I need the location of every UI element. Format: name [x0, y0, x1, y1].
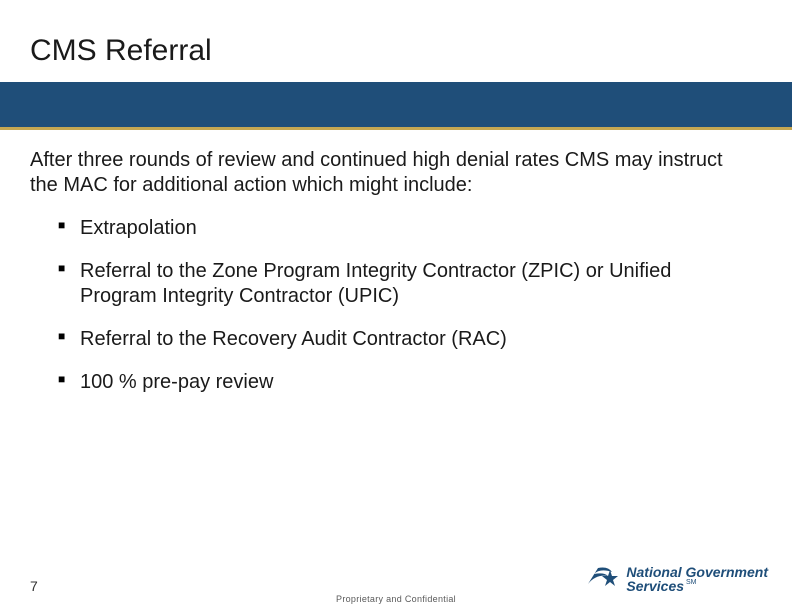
list-item: Referral to the Zone Program Integrity C… [58, 259, 752, 309]
logo-line2-text: Services [626, 578, 684, 594]
page-number: 7 [30, 578, 38, 594]
bullet-list: Extrapolation Referral to the Zone Progr… [30, 216, 752, 395]
list-item: Extrapolation [58, 216, 752, 241]
header-band [0, 82, 792, 130]
logo-text: National Government ServicesSM [626, 565, 768, 593]
list-item: Referral to the Recovery Audit Contracto… [58, 327, 752, 352]
intro-text: After three rounds of review and continu… [30, 148, 752, 198]
logo-sm: SM [686, 579, 697, 586]
slide: CMS Referral After three rounds of revie… [0, 0, 792, 612]
logo-line2: ServicesSM [626, 579, 768, 593]
title-area: CMS Referral [30, 34, 762, 68]
slide-title: CMS Referral [30, 34, 762, 68]
logo-line1: National Government [626, 565, 768, 579]
logo: National Government ServicesSM [586, 564, 768, 594]
logo-star-icon [586, 564, 620, 594]
footer-text: Proprietary and Confidential [0, 594, 792, 604]
content-area: After three rounds of review and continu… [30, 148, 752, 413]
list-item: 100 % pre-pay review [58, 370, 752, 395]
